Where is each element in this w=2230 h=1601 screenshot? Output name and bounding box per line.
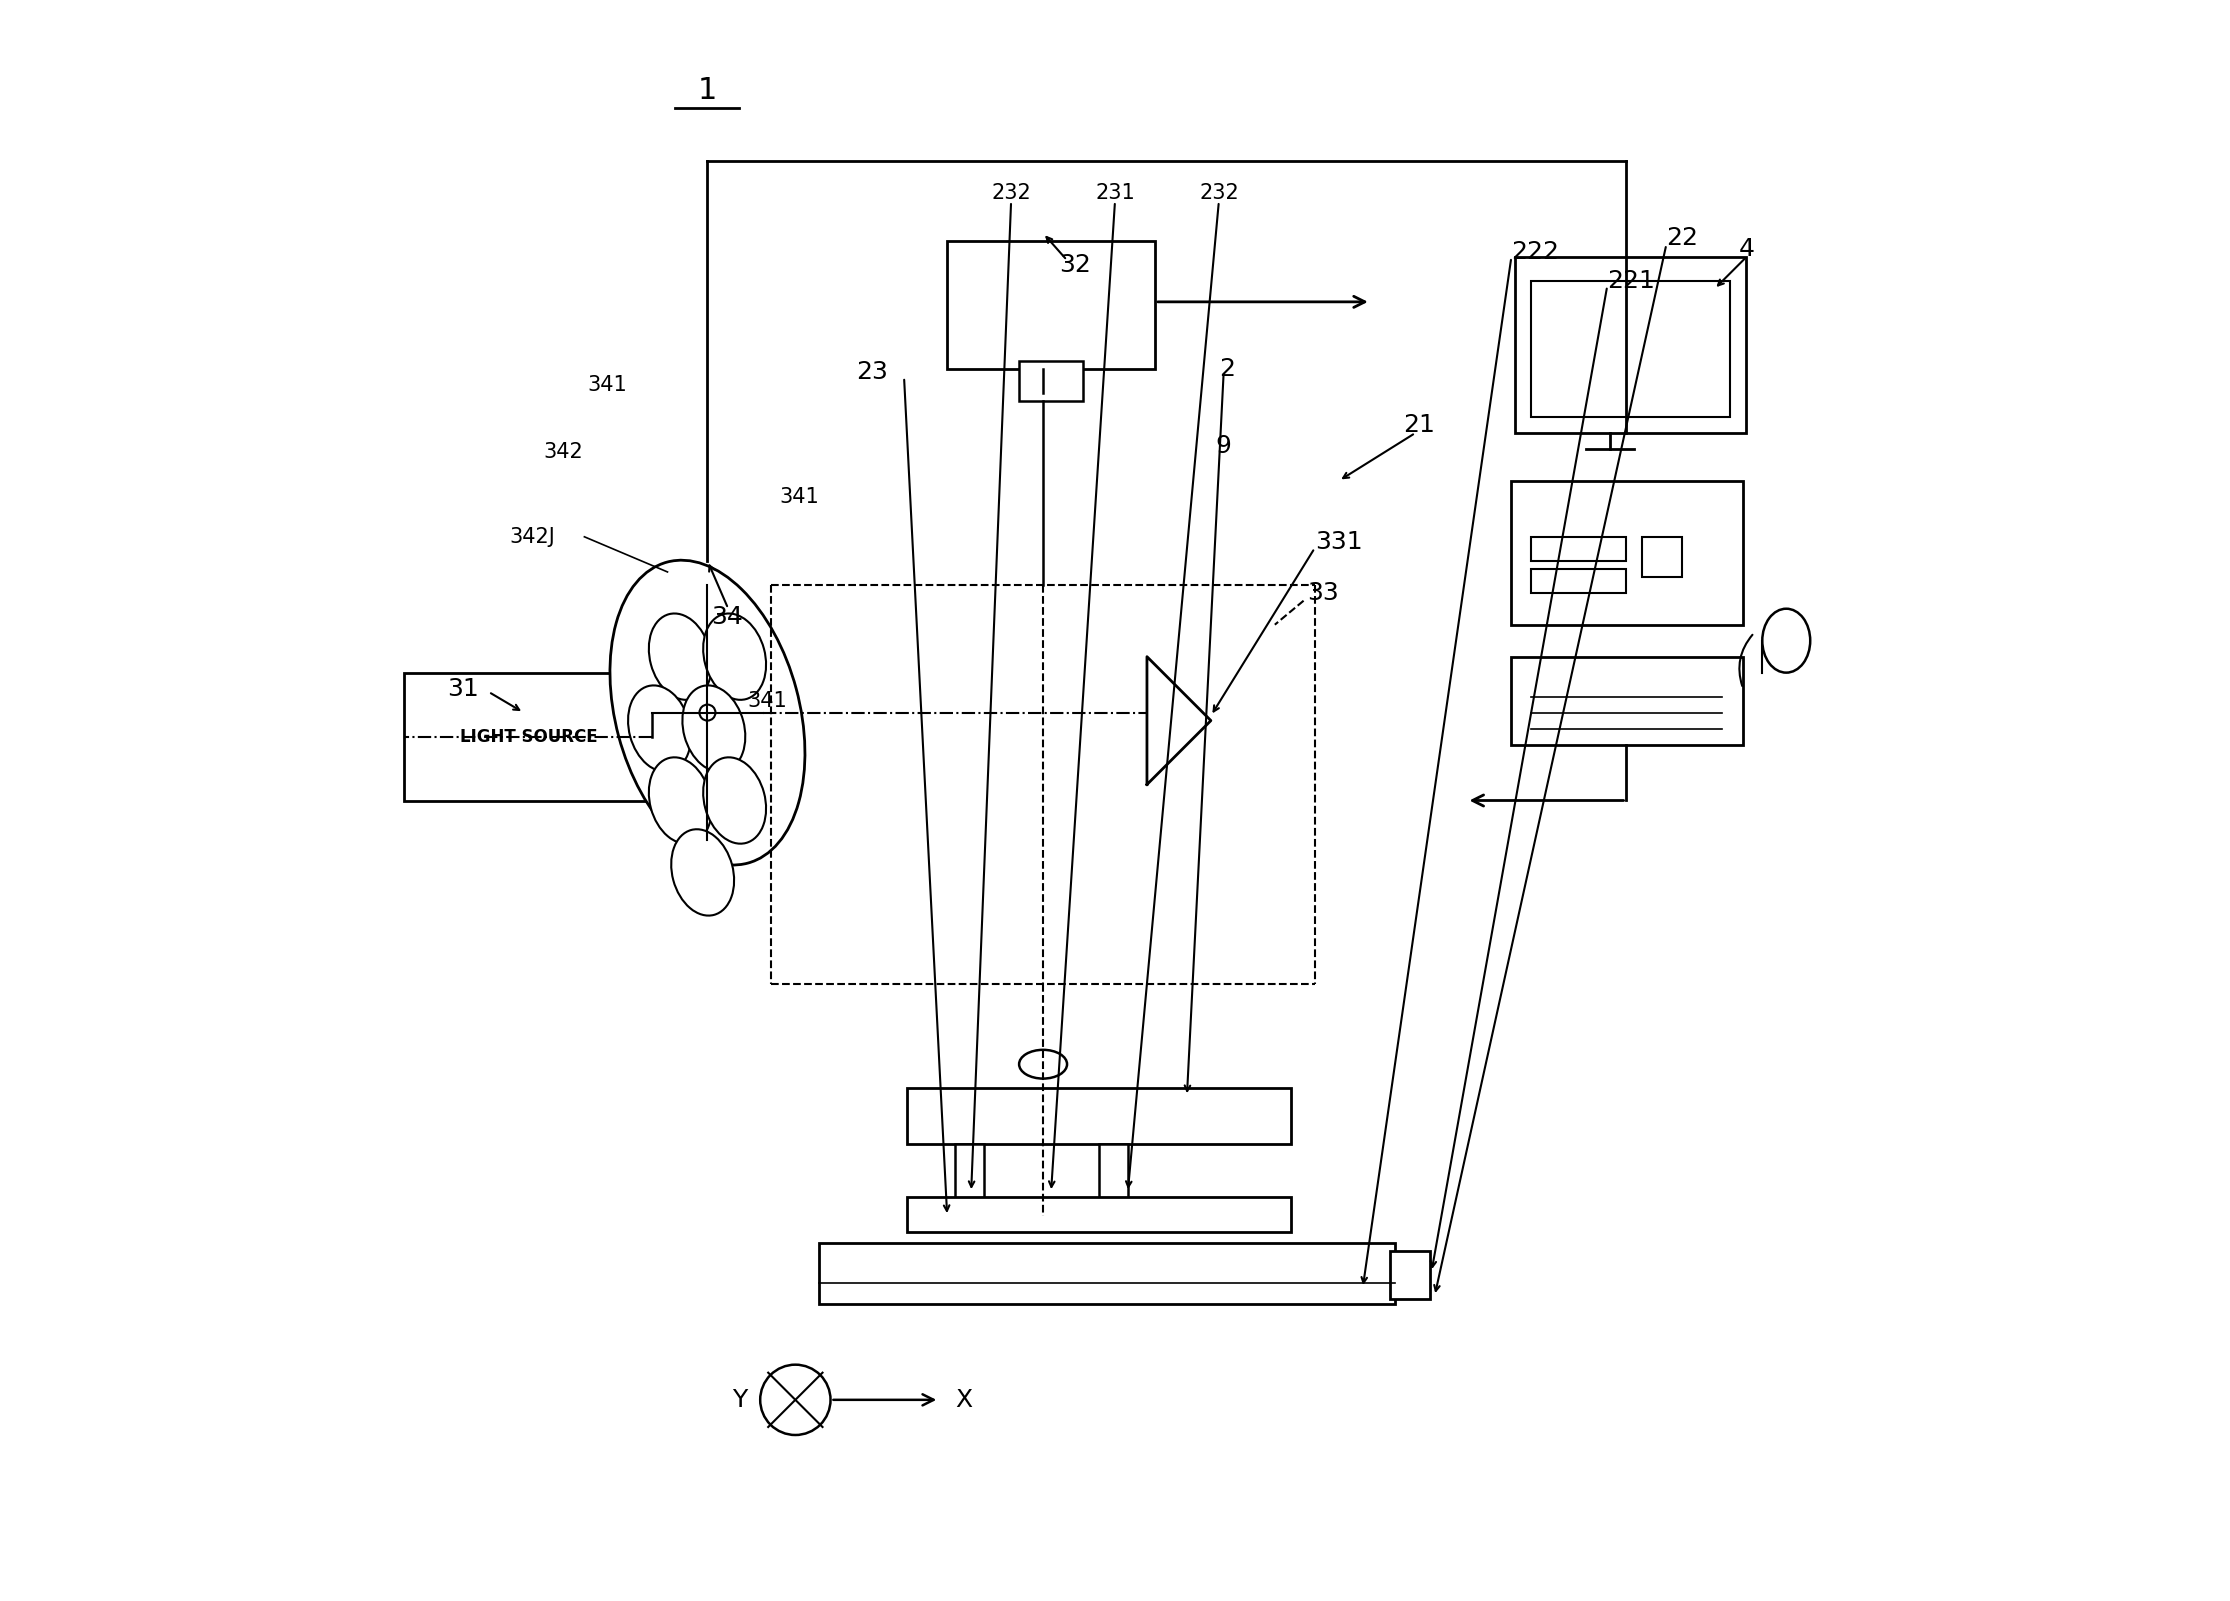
Ellipse shape (629, 685, 691, 772)
Text: 341: 341 (589, 375, 627, 395)
Text: 222: 222 (1512, 240, 1559, 264)
Bar (1019, 360, 1084, 400)
Polygon shape (1146, 656, 1211, 784)
Text: 1: 1 (698, 77, 718, 106)
Bar (1512, 480, 1744, 624)
Bar (1530, 282, 1730, 416)
Ellipse shape (1762, 608, 1811, 672)
Text: 33: 33 (1307, 581, 1338, 605)
Text: 342J: 342J (511, 527, 555, 548)
Text: 232: 232 (992, 183, 1030, 203)
Text: 232: 232 (1200, 183, 1238, 203)
Circle shape (760, 1364, 830, 1434)
Bar (908, 1198, 1291, 1233)
Bar (1644, 536, 1681, 576)
Text: 331: 331 (1316, 530, 1363, 554)
Text: 2: 2 (1220, 357, 1235, 381)
Ellipse shape (611, 560, 805, 865)
Text: 342: 342 (544, 442, 582, 463)
Bar (1099, 1145, 1128, 1201)
Bar (1530, 568, 1626, 592)
Bar (1512, 656, 1744, 744)
Bar (948, 242, 1155, 368)
Ellipse shape (702, 613, 767, 700)
Text: 23: 23 (856, 360, 888, 384)
Text: LIGHT SOURCE: LIGHT SOURCE (459, 727, 598, 746)
Text: 231: 231 (1095, 183, 1135, 203)
Text: 31: 31 (446, 677, 479, 701)
Ellipse shape (671, 829, 734, 916)
Text: 341: 341 (747, 692, 787, 711)
Ellipse shape (702, 757, 767, 844)
Text: 221: 221 (1608, 269, 1655, 293)
Text: 9: 9 (1215, 434, 1231, 458)
Ellipse shape (700, 704, 716, 720)
Text: 32: 32 (1059, 253, 1090, 277)
Bar (1514, 258, 1746, 432)
Text: Y: Y (731, 1388, 747, 1412)
Text: X: X (954, 1388, 972, 1412)
Text: 34: 34 (711, 605, 743, 629)
Bar (1389, 1252, 1429, 1298)
Bar (908, 1089, 1291, 1145)
Text: 341: 341 (778, 487, 818, 508)
Bar (1530, 536, 1626, 560)
Bar (404, 672, 651, 800)
Text: 21: 21 (1403, 413, 1434, 437)
Bar (818, 1244, 1394, 1303)
Ellipse shape (649, 757, 711, 844)
Ellipse shape (1019, 1050, 1066, 1079)
Ellipse shape (649, 613, 711, 700)
Text: 22: 22 (1666, 226, 1699, 250)
Text: 4: 4 (1739, 237, 1755, 261)
Bar (954, 1145, 983, 1201)
Ellipse shape (682, 685, 745, 772)
